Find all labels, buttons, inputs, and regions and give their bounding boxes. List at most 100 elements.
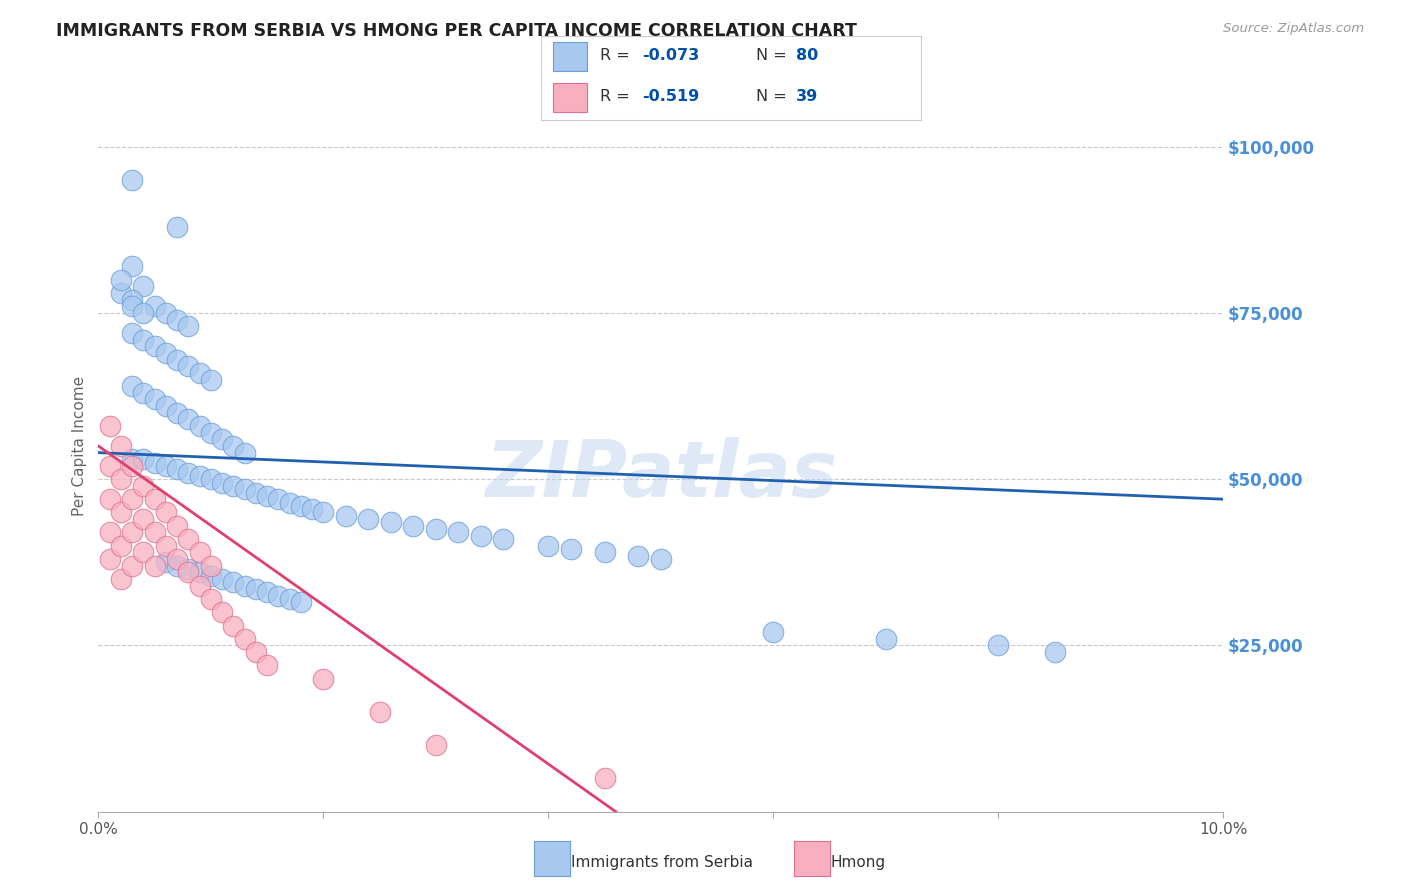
Point (110, 286, 132, 301)
Point (177, 562, 200, 576)
Point (256, 585, 278, 599)
Text: Source: ZipAtlas.com: Source: ZipAtlas.com (1223, 22, 1364, 36)
Point (110, 572, 132, 586)
Point (301, 502, 323, 516)
Point (132, 545, 155, 559)
Bar (553, 43, 586, 71)
Point (155, 458, 177, 473)
Point (155, 506, 177, 520)
Point (121, 525, 143, 540)
Point (155, 399, 177, 413)
Point (132, 479, 155, 493)
Point (245, 485, 267, 500)
Point (121, 452, 143, 467)
Point (110, 439, 132, 453)
Point (143, 299, 166, 313)
Point (1043, 645, 1066, 659)
Point (470, 529, 492, 543)
Point (188, 579, 211, 593)
Point (278, 495, 301, 509)
Point (875, 632, 897, 646)
Point (650, 552, 672, 566)
Point (627, 549, 650, 563)
Point (166, 352, 188, 367)
Point (98, 458, 121, 473)
Point (143, 392, 166, 407)
Point (233, 579, 256, 593)
Point (200, 372, 222, 386)
Point (121, 326, 143, 340)
Point (143, 558, 166, 573)
Point (200, 558, 222, 573)
Point (233, 632, 256, 646)
Point (110, 273, 132, 287)
Point (132, 452, 155, 467)
Point (110, 506, 132, 520)
Text: 39: 39 (796, 89, 818, 104)
Text: ZIPatlas: ZIPatlas (485, 437, 837, 513)
Point (211, 433, 233, 447)
Point (98, 552, 121, 566)
Point (121, 492, 143, 507)
Point (278, 591, 301, 606)
Point (233, 482, 256, 496)
Point (166, 312, 188, 326)
Point (188, 419, 211, 434)
Point (155, 306, 177, 320)
Point (233, 445, 256, 459)
Point (402, 518, 425, 533)
Point (177, 532, 200, 546)
Point (121, 458, 143, 473)
Text: IMMIGRANTS FROM SERBIA VS HMONG PER CAPITA INCOME CORRELATION CHART: IMMIGRANTS FROM SERBIA VS HMONG PER CAPI… (56, 22, 858, 40)
Point (222, 479, 245, 493)
Text: R =: R = (600, 47, 630, 62)
Point (593, 772, 616, 786)
Point (200, 568, 222, 582)
Text: -0.519: -0.519 (643, 89, 699, 104)
Point (98, 525, 121, 540)
Point (188, 366, 211, 380)
Point (368, 705, 391, 719)
Text: N =: N = (756, 89, 786, 104)
Point (143, 525, 166, 540)
Text: N =: N = (756, 47, 786, 62)
Point (166, 462, 188, 476)
Point (143, 492, 166, 507)
Point (121, 379, 143, 393)
Point (256, 658, 278, 673)
Point (121, 260, 143, 274)
Point (177, 319, 200, 334)
Point (110, 472, 132, 486)
Point (132, 306, 155, 320)
Point (200, 472, 222, 486)
Y-axis label: Per Capita Income: Per Capita Income (72, 376, 87, 516)
Point (200, 591, 222, 606)
Point (155, 555, 177, 569)
Point (188, 545, 211, 559)
Point (143, 456, 166, 470)
Point (166, 219, 188, 234)
Point (593, 545, 616, 559)
Point (121, 173, 143, 187)
Text: Hmong: Hmong (831, 855, 886, 870)
Point (222, 439, 245, 453)
Point (121, 299, 143, 313)
Text: R =: R = (600, 89, 630, 104)
Point (425, 738, 447, 752)
Point (211, 572, 233, 586)
Point (492, 532, 515, 546)
Point (166, 558, 188, 573)
Point (211, 605, 233, 619)
Point (245, 582, 267, 596)
Text: Immigrants from Serbia: Immigrants from Serbia (571, 855, 752, 870)
Bar (553, 83, 586, 112)
Point (166, 552, 188, 566)
Point (335, 508, 357, 523)
Point (177, 412, 200, 426)
Point (245, 645, 267, 659)
Point (98, 492, 121, 507)
Point (357, 512, 380, 526)
Point (155, 539, 177, 553)
Point (188, 469, 211, 483)
Point (121, 558, 143, 573)
